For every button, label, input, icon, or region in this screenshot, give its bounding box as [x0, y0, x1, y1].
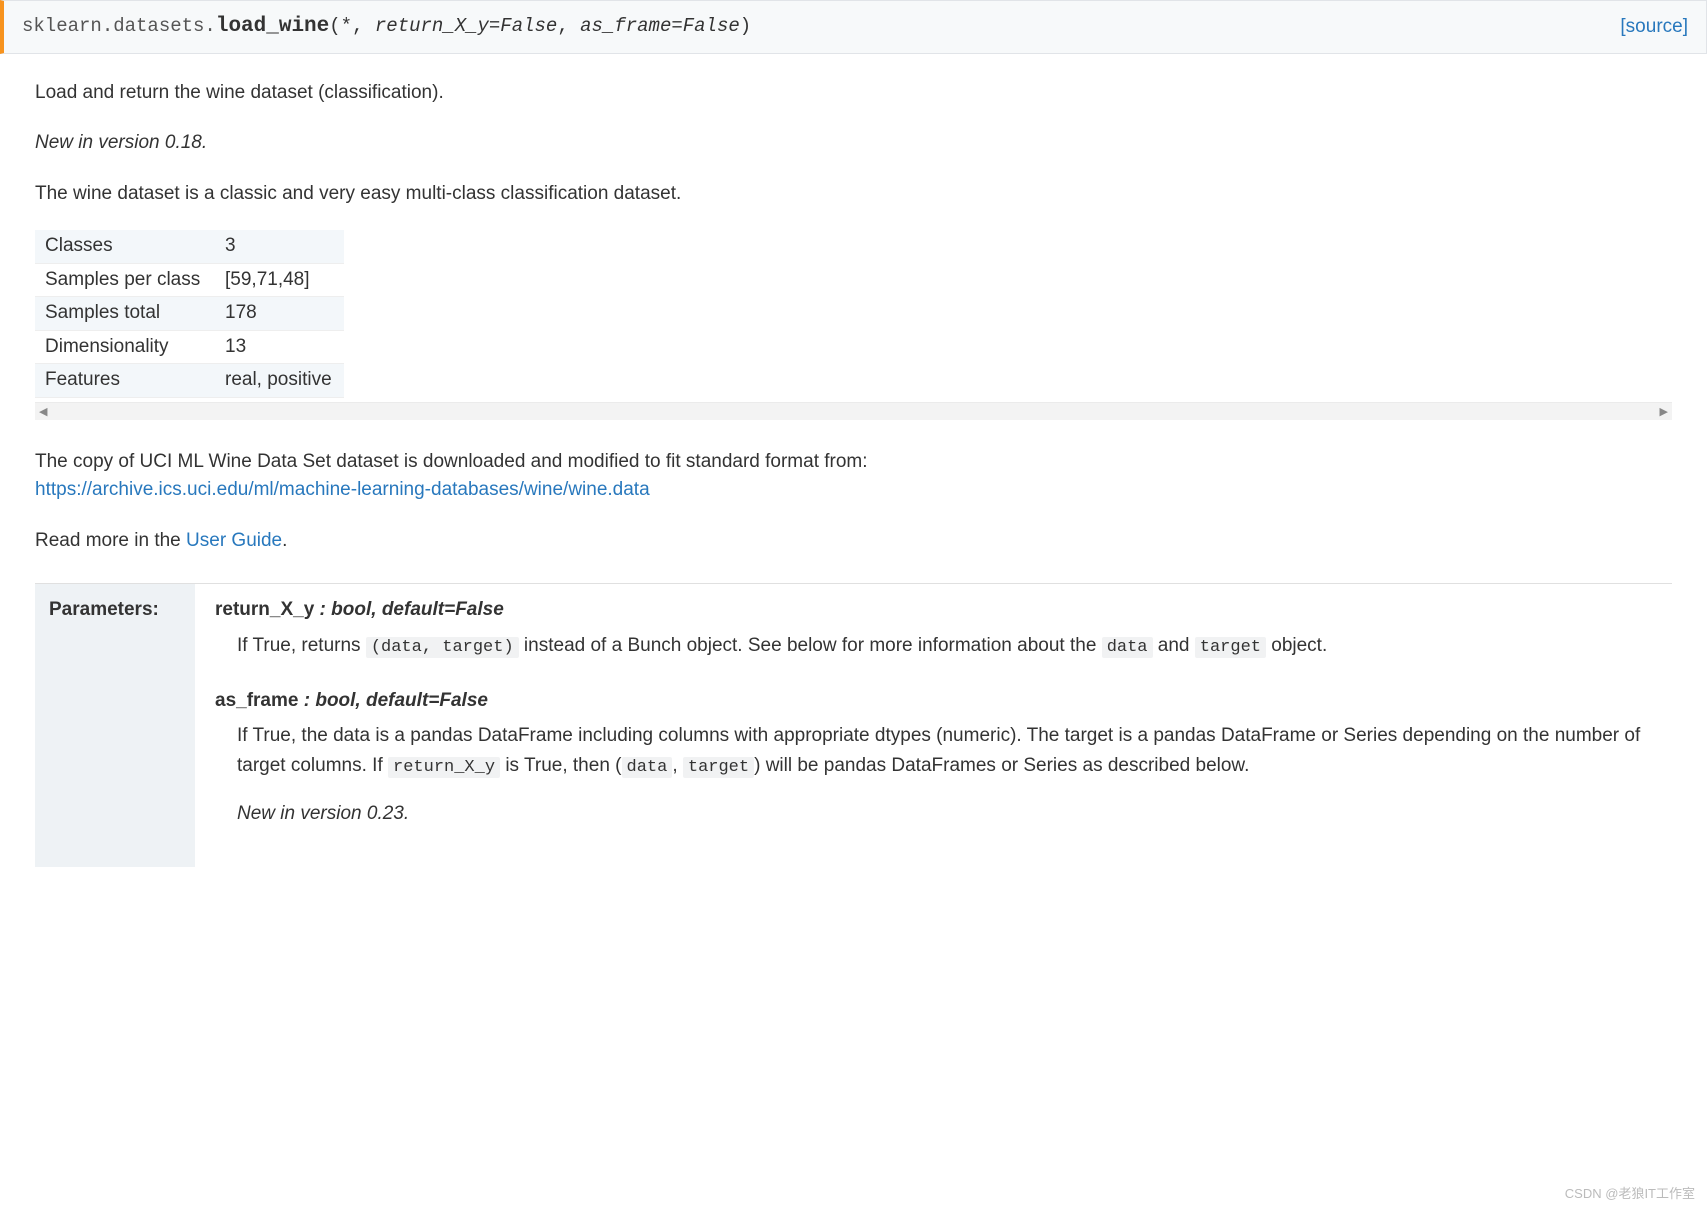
version-added-023: New in version 0.23. — [237, 799, 1658, 828]
code-literal: target — [1195, 637, 1266, 658]
watermark: CSDN @老狼IT工作室 — [1565, 1184, 1695, 1204]
parameters-section: Parameters: return_X_y : bool, default=F… — [35, 583, 1672, 867]
read-more: Read more in the User Guide. — [35, 527, 1672, 556]
paren-close: ) — [740, 15, 751, 37]
param-as-frame: as_frame : bool, default=False If True, … — [215, 687, 1658, 829]
table-row: Classes3 — [35, 230, 344, 263]
function-signature: sklearn.datasets.load_wine(*, return_X_y… — [0, 0, 1707, 54]
param-description: If True, returns (data, target) instead … — [237, 631, 1658, 661]
intro-text: Load and return the wine dataset (classi… — [35, 79, 1672, 108]
version-added-018: New in version 0.18. — [35, 129, 1672, 158]
dataset-description: The wine dataset is a classic and very e… — [35, 180, 1672, 209]
data-source-note: The copy of UCI ML Wine Data Set dataset… — [35, 448, 1672, 505]
function-name: load_wine — [216, 15, 329, 38]
param-description: If True, the data is a pandas DataFrame … — [237, 721, 1658, 828]
horizontal-scrollbar[interactable] — [35, 402, 1672, 420]
code-literal: return_X_y — [388, 757, 500, 778]
dataset-url-link[interactable]: https://archive.ics.uci.edu/ml/machine-l… — [35, 479, 650, 500]
table-row: Featuresreal, positive — [35, 364, 344, 398]
paren-open: ( — [329, 15, 340, 37]
param-name: return_X_y — [215, 599, 314, 620]
code-literal: data — [622, 757, 673, 778]
user-guide-link[interactable]: User Guide — [186, 530, 282, 551]
sig-param-return-x-y: return_X_y=False — [375, 15, 557, 37]
module-path: sklearn.datasets. — [22, 15, 216, 37]
code-literal: (data, target) — [366, 637, 519, 658]
param-name: as_frame — [215, 690, 298, 711]
param-return-x-y: return_X_y : bool, default=False If True… — [215, 596, 1658, 661]
star-arg: * — [341, 15, 352, 37]
parameters-heading: Parameters: — [35, 584, 195, 867]
dataset-summary-table: Classes3 Samples per class[59,71,48] Sam… — [35, 230, 344, 398]
code-literal: target — [683, 757, 754, 778]
code-literal: data — [1102, 637, 1153, 658]
table-row: Samples per class[59,71,48] — [35, 263, 344, 297]
source-link[interactable]: [source] — [1620, 13, 1688, 42]
table-row: Dimensionality13 — [35, 330, 344, 364]
param-type: : bool, default=False — [314, 599, 504, 620]
sig-param-as-frame: as_frame=False — [580, 15, 740, 37]
table-row: Samples total178 — [35, 297, 344, 331]
param-type: : bool, default=False — [298, 690, 488, 711]
